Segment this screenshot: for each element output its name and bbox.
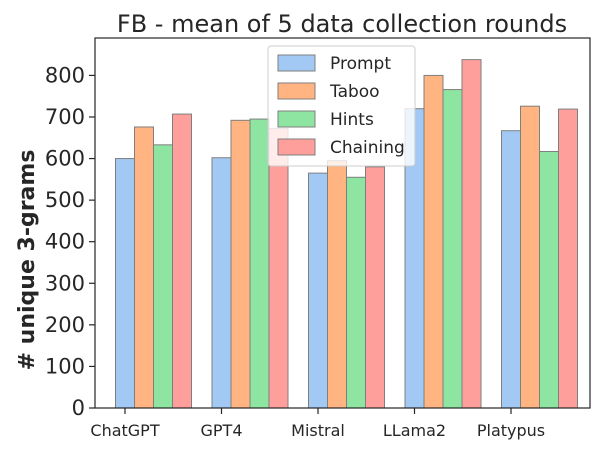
bar-taboo-llama2 — [423, 74, 444, 409]
y-tick-label: 500 — [45, 188, 85, 212]
x-tick-label: ChatGPT — [90, 421, 159, 440]
y-axis-label: # unique 3-grams — [15, 150, 40, 371]
bar-taboo-gpt4 — [230, 119, 251, 409]
x-tick-label: LLama2 — [383, 421, 446, 440]
bar-chaining-gpt4 — [268, 128, 289, 409]
y-tick-label: 600 — [45, 147, 85, 171]
plot-frame — [94, 37, 591, 409]
y-tick-label: 400 — [45, 230, 85, 254]
legend-label-prompt: Prompt — [330, 54, 391, 74]
bar-prompt-mistral — [308, 172, 328, 409]
bar-chaining-platypus — [558, 108, 578, 409]
legend-label-taboo: Taboo — [329, 82, 380, 102]
bar-hints-gpt4 — [249, 118, 270, 409]
y-tick-label: 700 — [45, 105, 85, 129]
chart-title: FB - mean of 5 data collection rounds — [117, 10, 567, 38]
bar-hints-chatgpt — [153, 144, 173, 409]
bar-chaining-chatgpt — [172, 113, 192, 409]
bar-hints-platypus — [539, 150, 559, 409]
y-tick-label: 200 — [45, 313, 85, 337]
bar-taboo-mistral — [327, 160, 347, 409]
x-tick-label: Mistral — [291, 421, 345, 440]
y-tick-label: 800 — [45, 63, 85, 87]
bar-taboo-platypus — [520, 105, 540, 409]
bar-chaining-mistral — [365, 166, 385, 409]
bar-hints-mistral — [346, 176, 366, 409]
legend-swatch-chaining — [277, 138, 316, 156]
bar-prompt-platypus — [501, 130, 521, 409]
y-axis-ticks: 0 100 200 300 400 500 600 700 800 — [45, 63, 95, 420]
x-tick-label: Platypus — [477, 421, 545, 440]
legend-box — [267, 45, 416, 167]
bar-prompt-chatgpt — [115, 158, 135, 409]
y-tick-label: 0 — [72, 396, 85, 420]
legend-swatch-prompt — [277, 54, 316, 72]
y-tick-label: 300 — [45, 271, 85, 295]
x-tick-label: GPT4 — [201, 421, 243, 440]
legend: Prompt Taboo Hints Chaining — [267, 45, 416, 167]
legend-label-hints: Hints — [330, 110, 374, 130]
bar-prompt-gpt4 — [211, 157, 232, 409]
bar-chaining-llama2 — [461, 59, 482, 409]
legend-label-chaining: Chaining — [330, 138, 405, 158]
legend-swatch-hints — [277, 110, 316, 128]
y-tick-label: 100 — [45, 354, 85, 378]
x-axis-ticks: ChatGPT GPT4 Mistral LLama2 Platypus — [90, 408, 545, 440]
legend-swatch-taboo — [277, 82, 316, 100]
bar-taboo-chatgpt — [134, 126, 154, 409]
bar-hints-llama2 — [442, 89, 463, 409]
